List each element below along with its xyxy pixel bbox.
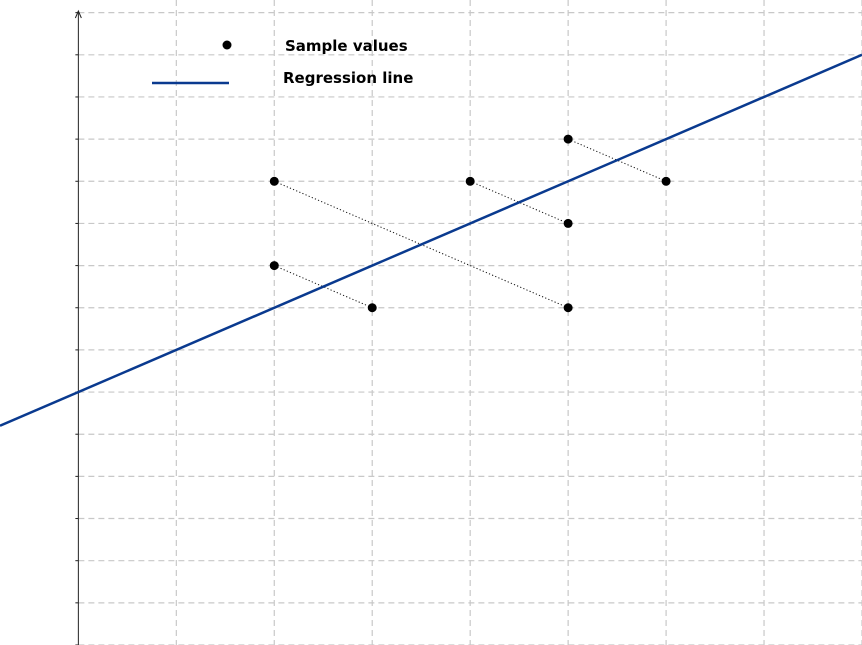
legend-label-regression-line: Regression line	[283, 69, 413, 87]
residual-line	[518, 201, 569, 224]
legend: Sample values Regression line	[152, 37, 413, 87]
sample-point	[367, 303, 377, 313]
residual-line	[469, 180, 520, 203]
axes	[74, 9, 82, 645]
legend-marker-sample-values	[222, 40, 232, 50]
regression-line-group	[0, 53, 862, 427]
residual-lines	[274, 138, 667, 309]
sample-point	[269, 176, 279, 186]
residual-line	[323, 286, 373, 309]
legend-label-sample-values: Sample values	[285, 37, 408, 55]
sample-point	[661, 176, 671, 186]
sample-point	[563, 134, 573, 144]
grid	[78, 0, 862, 645]
residual-line	[274, 265, 324, 288]
residual-line	[421, 244, 569, 309]
y-axis-arrow	[74, 9, 82, 19]
residual-line	[616, 159, 667, 182]
sample-point	[563, 218, 573, 228]
regression-line	[0, 53, 862, 427]
sample-point	[465, 176, 475, 186]
sample-point	[269, 261, 279, 271]
residual-line	[274, 180, 422, 245]
residual-line	[567, 138, 618, 161]
sample-point	[563, 303, 573, 313]
sample-points	[269, 134, 671, 313]
